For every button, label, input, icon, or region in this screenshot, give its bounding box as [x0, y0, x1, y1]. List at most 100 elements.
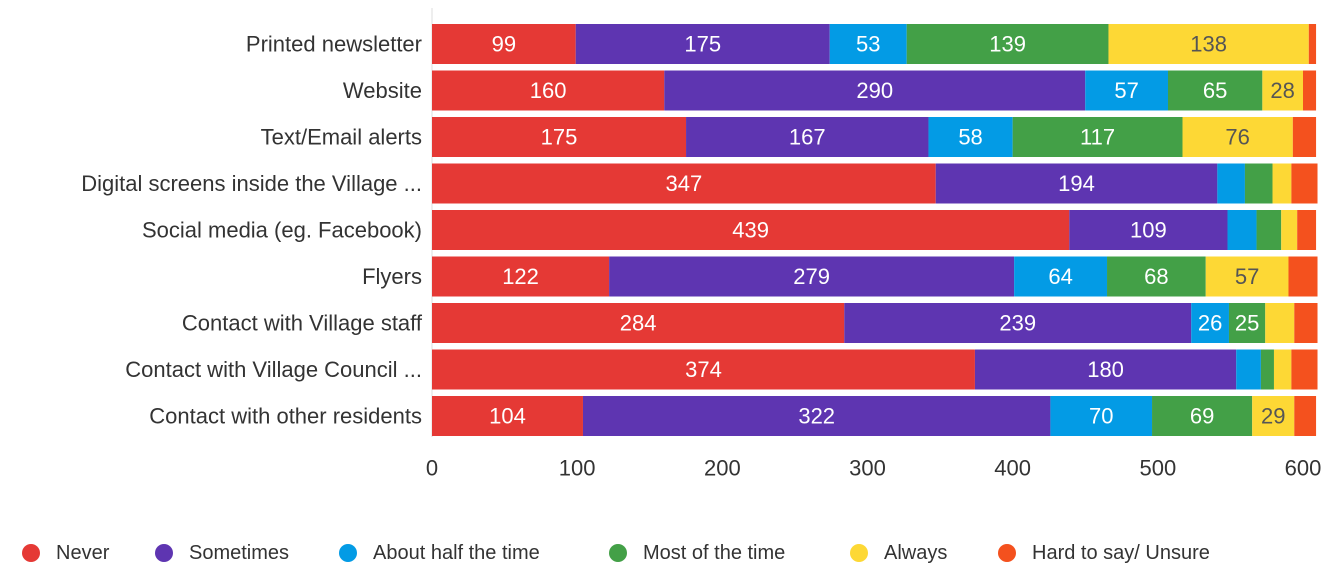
legend-item[interactable]: About half the time: [339, 540, 540, 566]
bar-segment: [1292, 117, 1317, 157]
legend-label: Never: [56, 541, 110, 564]
bar-segment: [432, 70, 665, 111]
x-tick-label: 100: [559, 456, 596, 481]
legend-item[interactable]: Sometimes: [155, 540, 289, 566]
legend-item[interactable]: Always: [850, 540, 947, 566]
bar-segment: [432, 256, 610, 297]
bar-segment: [1108, 24, 1309, 64]
bar-segment: [974, 349, 1237, 390]
legend-label: Sometimes: [189, 541, 290, 564]
data-label: 26: [1198, 311, 1222, 336]
bar-segment: [1205, 256, 1289, 297]
category-label: Contact with Village staff: [182, 311, 423, 336]
bar-segment: [432, 163, 936, 204]
data-label: 374: [685, 357, 722, 382]
data-label: 347: [666, 171, 703, 196]
legend-swatch: [609, 544, 627, 562]
bar-segment: [686, 117, 929, 157]
bar-segment: [1069, 210, 1228, 250]
legend-label: Always: [884, 541, 948, 564]
legend-swatch: [155, 544, 173, 562]
data-label: 160: [530, 78, 567, 103]
legend-swatch: [22, 544, 40, 562]
legend-item[interactable]: Hard to say/ Unsure: [998, 540, 1210, 566]
data-label: 69: [1190, 404, 1214, 429]
bar-segment: [432, 210, 1070, 250]
category-label: Digital screens inside the Village ...: [81, 171, 422, 196]
data-label: 70: [1089, 404, 1113, 429]
data-label: 175: [541, 125, 578, 150]
bar-segment: [1191, 303, 1229, 343]
data-label: 99: [492, 32, 516, 57]
data-label: 290: [856, 78, 893, 103]
legend-label: About half the time: [373, 541, 540, 564]
bar-segment: [1014, 256, 1108, 297]
bar-segment: [844, 303, 1192, 343]
x-axis-ticks: 0 100 200 300 400 500 600: [426, 456, 1321, 481]
bar-segment: [1291, 163, 1318, 204]
bar-segment: [1182, 117, 1293, 157]
bar-segment: [1256, 210, 1282, 250]
bar-segment: [1294, 303, 1318, 343]
category-label: Contact with other residents: [149, 404, 422, 429]
data-label: 109: [1130, 218, 1167, 243]
legend-item[interactable]: Never: [22, 540, 109, 566]
legend-item[interactable]: Most of the time: [609, 540, 785, 566]
data-label: 180: [1087, 357, 1124, 382]
bar-segment: [1303, 70, 1317, 111]
bar-segment: [1252, 396, 1295, 436]
bar-segment: [1281, 210, 1298, 250]
data-label: 58: [958, 125, 982, 150]
bar-segment: [432, 396, 583, 436]
bar-segment: [1294, 396, 1317, 436]
data-label: 25: [1235, 311, 1259, 336]
bar-segment: [609, 256, 1015, 297]
bar-segment: [582, 396, 1051, 436]
data-label: 138: [1190, 32, 1227, 57]
bar-segment: [1291, 349, 1318, 390]
bar-segment: [829, 24, 907, 64]
data-label: 57: [1114, 78, 1138, 103]
data-label: 76: [1225, 125, 1249, 150]
category-label: Website: [343, 78, 422, 103]
bar-segment: [1012, 117, 1183, 157]
category-labels: Printed newsletter Website Text/Email aler…: [81, 32, 423, 429]
data-label: 117: [1080, 125, 1115, 150]
data-label: 194: [1058, 171, 1095, 196]
data-label: 57: [1235, 264, 1259, 289]
bar-segment: [1308, 24, 1317, 64]
bars-group: 99 175 53 139 138 160 290 57 65 28 175 167 58 117 76 34…: [432, 24, 1318, 436]
legend-label: Most of the time: [643, 541, 786, 564]
data-label: 167: [789, 125, 826, 150]
data-label: 439: [732, 218, 769, 243]
data-label: 53: [856, 32, 880, 57]
data-label: 28: [1270, 78, 1294, 103]
data-label: 284: [620, 311, 657, 336]
x-tick-label: 300: [849, 456, 886, 481]
data-label: 65: [1203, 78, 1227, 103]
legend: Never Sometimes About half the time Most of…: [0, 540, 1325, 566]
category-label: Printed newsletter: [246, 32, 422, 57]
bar-segment: [1167, 70, 1263, 111]
x-tick-label: 0: [426, 456, 438, 481]
data-label: 122: [502, 264, 539, 289]
bar-segment: [1288, 256, 1318, 297]
bar-segment: [1050, 396, 1153, 436]
x-tick-label: 600: [1285, 456, 1322, 481]
category-label: Social media (eg. Facebook): [142, 218, 422, 243]
bar-segment: [1272, 163, 1292, 204]
legend-swatch: [339, 544, 357, 562]
bar-segment: [432, 24, 576, 64]
category-label: Contact with Village Council ...: [125, 357, 422, 382]
data-label: 68: [1144, 264, 1168, 289]
bar-segment: [1265, 303, 1295, 343]
data-label: 29: [1261, 404, 1285, 429]
data-label: 322: [798, 404, 835, 429]
legend-swatch: [998, 544, 1016, 562]
bar-segment: [1228, 303, 1266, 343]
bar-segment: [935, 163, 1218, 204]
bar-segment: [1262, 70, 1303, 111]
bar-segment: [664, 70, 1086, 111]
bar-segment: [1244, 163, 1273, 204]
data-label: 279: [793, 264, 830, 289]
